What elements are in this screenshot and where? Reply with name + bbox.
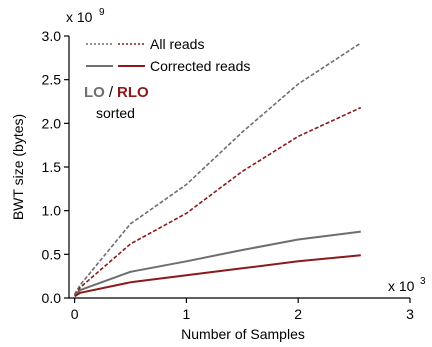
legend-corrected-reads-label: Corrected reads xyxy=(150,58,250,74)
series-line-rlo-corrected xyxy=(74,254,361,298)
legend-lo-label: LO / RLO xyxy=(84,84,149,101)
legend-rlo-text: RLO xyxy=(117,84,149,101)
y-axis-label: BWT size (bytes) xyxy=(10,114,26,220)
x-tick-label: 3 xyxy=(406,306,414,322)
legend-sorted-label: sorted xyxy=(96,105,135,121)
series-lines xyxy=(73,42,362,298)
legend: All reads Corrected reads LO / RLO sorted xyxy=(84,36,250,121)
y-multiplier-base: x 10 xyxy=(66,9,93,25)
y-tick-label: 1.0 xyxy=(42,203,62,219)
y-tick-label: 2.5 xyxy=(42,72,62,88)
y-tick-label: 1.5 xyxy=(42,159,62,175)
x-axis-label: Number of Samples xyxy=(181,326,305,342)
y-multiplier-exponent: 9 xyxy=(99,7,105,18)
y-tick-label: 0.0 xyxy=(42,290,62,306)
series-line-lo-all xyxy=(73,42,362,295)
x-tick-label: 1 xyxy=(182,306,190,322)
series-line-rlo-all xyxy=(73,106,362,296)
x-multiplier-base: x 10 xyxy=(388,278,415,294)
y-tick-label: 3.0 xyxy=(42,28,62,44)
x-tick-label: 2 xyxy=(294,306,302,322)
legend-lo-text: LO xyxy=(84,84,105,101)
ticks: 0.0 0.5 1.0 1.5 2.0 2.5 3.0 0 1 2 3 xyxy=(42,28,415,322)
y-tick-label: 0.5 xyxy=(42,246,62,262)
x-tick-label: 0 xyxy=(71,306,79,322)
legend-all-reads-label: All reads xyxy=(150,36,204,52)
y-tick-label: 2.0 xyxy=(42,115,62,131)
legend-slash: / xyxy=(109,84,114,101)
x-multiplier-exponent: 3 xyxy=(420,276,426,287)
axes xyxy=(68,36,410,299)
series-line-lo-corrected xyxy=(73,230,361,297)
